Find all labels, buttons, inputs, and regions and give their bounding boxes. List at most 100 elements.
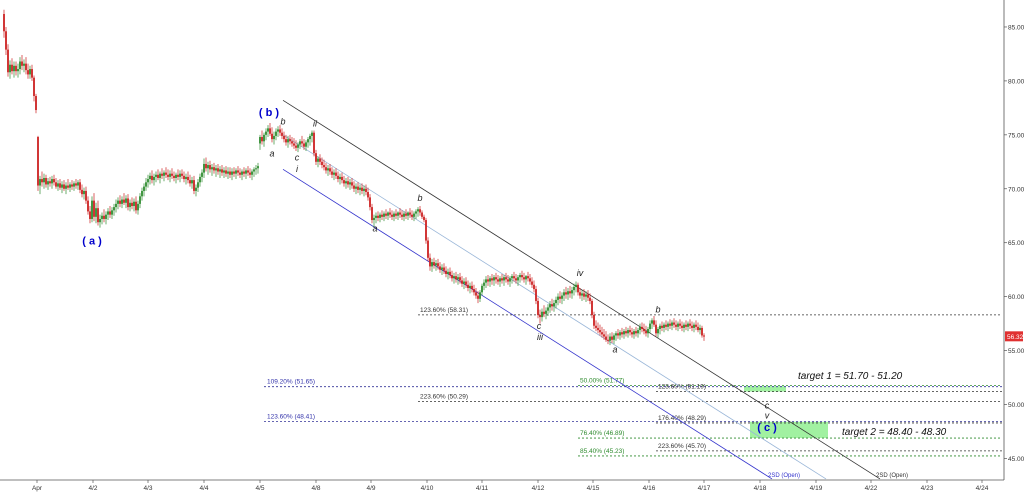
candle-body bbox=[351, 182, 353, 186]
candle-body bbox=[229, 171, 231, 175]
wave-label-3: ( c ) bbox=[757, 422, 777, 434]
candle-body bbox=[471, 285, 473, 290]
candle-body bbox=[167, 174, 169, 177]
candle-body bbox=[315, 153, 317, 162]
x-tick-label-12: 4/16 bbox=[643, 485, 656, 492]
candle-body bbox=[519, 275, 521, 278]
candle-body bbox=[219, 169, 221, 172]
candle-body bbox=[305, 142, 307, 147]
candle-body bbox=[693, 324, 695, 328]
candle-body bbox=[601, 332, 603, 335]
candle-body bbox=[279, 129, 281, 133]
candle-body bbox=[579, 292, 581, 296]
candle-body bbox=[497, 279, 499, 282]
candle-body bbox=[425, 220, 427, 241]
candle-body bbox=[153, 176, 155, 181]
candle-body bbox=[269, 128, 271, 134]
x-tick-label-11: 4/15 bbox=[587, 485, 600, 492]
channel-line-2 bbox=[282, 169, 773, 480]
candle-body bbox=[159, 173, 161, 178]
candle-body bbox=[357, 186, 359, 190]
candle-body bbox=[533, 284, 535, 290]
candle-body bbox=[27, 70, 29, 75]
candle-body bbox=[29, 69, 31, 75]
candle-body bbox=[271, 133, 273, 140]
candle-body bbox=[137, 203, 139, 211]
candle-body bbox=[37, 136, 39, 186]
candle-body bbox=[19, 61, 21, 70]
candle-body bbox=[637, 330, 639, 334]
candle-body bbox=[635, 331, 637, 334]
candle-body bbox=[237, 170, 239, 173]
y-tick-label-4: 70.00 bbox=[1008, 186, 1024, 193]
candle-body bbox=[105, 214, 107, 219]
candle-body bbox=[543, 311, 545, 314]
x-tick-label-5: 4/5 bbox=[255, 485, 264, 492]
wave-label-7: c bbox=[295, 153, 300, 163]
candle-body bbox=[173, 175, 175, 178]
wave-label-6: ii bbox=[313, 119, 318, 129]
candle-body bbox=[299, 141, 301, 145]
candle-body bbox=[329, 168, 331, 172]
x-tick-label-10: 4/12 bbox=[532, 485, 545, 492]
candle-body bbox=[43, 177, 45, 183]
candle-body bbox=[639, 326, 641, 331]
candle-body bbox=[113, 207, 115, 211]
x-tick-label-6: 4/8 bbox=[311, 485, 320, 492]
candle-body bbox=[375, 215, 377, 218]
candle-body bbox=[619, 332, 621, 336]
candle-body bbox=[199, 176, 201, 183]
candle-body bbox=[189, 180, 191, 184]
candle-body bbox=[631, 332, 633, 335]
candle-body bbox=[79, 182, 81, 190]
candle-body bbox=[605, 336, 607, 340]
candle-body bbox=[103, 215, 105, 219]
candle-body bbox=[545, 310, 547, 314]
candle-body bbox=[503, 277, 505, 281]
level-label-2: 109.20% (51.65) bbox=[267, 379, 315, 386]
candle-body bbox=[177, 174, 179, 177]
candle-body bbox=[527, 276, 529, 279]
candle-body bbox=[369, 197, 371, 208]
candle-body bbox=[427, 240, 429, 258]
candle-body bbox=[231, 171, 233, 175]
candle-body bbox=[317, 158, 319, 162]
candle-body bbox=[297, 144, 299, 148]
candle-body bbox=[89, 211, 91, 219]
candle-body bbox=[333, 172, 335, 175]
candle-body bbox=[597, 327, 599, 331]
candle-body bbox=[641, 326, 643, 329]
candle-body bbox=[555, 299, 557, 304]
candle-body bbox=[345, 181, 347, 184]
candle-body bbox=[567, 291, 569, 295]
candle-body bbox=[139, 196, 141, 204]
candle-body bbox=[587, 294, 589, 298]
candle-body bbox=[195, 187, 197, 191]
level-label-5: 223.60% (50.29) bbox=[420, 393, 468, 400]
target-zone-1 bbox=[744, 386, 786, 392]
candle-body bbox=[71, 184, 73, 187]
candle-body bbox=[239, 172, 241, 175]
candle-body bbox=[407, 212, 409, 216]
candle-body bbox=[223, 170, 225, 173]
channel-label-1: 2SD (Open) bbox=[876, 473, 908, 479]
candle-body bbox=[75, 183, 77, 186]
candle-body bbox=[479, 292, 481, 299]
candle-body bbox=[379, 214, 381, 218]
y-tick-label-9: 45.00 bbox=[1008, 456, 1024, 463]
candle-body bbox=[445, 270, 447, 274]
candle-body bbox=[501, 278, 503, 281]
candle-body bbox=[183, 175, 185, 180]
wave-label-1: ( b ) bbox=[259, 107, 279, 119]
candle-body bbox=[133, 201, 135, 207]
candle-body bbox=[571, 290, 573, 294]
candle-body bbox=[5, 31, 7, 50]
candle-body bbox=[281, 132, 283, 136]
candle-body bbox=[69, 184, 71, 188]
candle-body bbox=[461, 280, 463, 284]
candle-body bbox=[509, 278, 511, 282]
candle-body bbox=[443, 267, 445, 271]
candle-body bbox=[155, 174, 157, 177]
